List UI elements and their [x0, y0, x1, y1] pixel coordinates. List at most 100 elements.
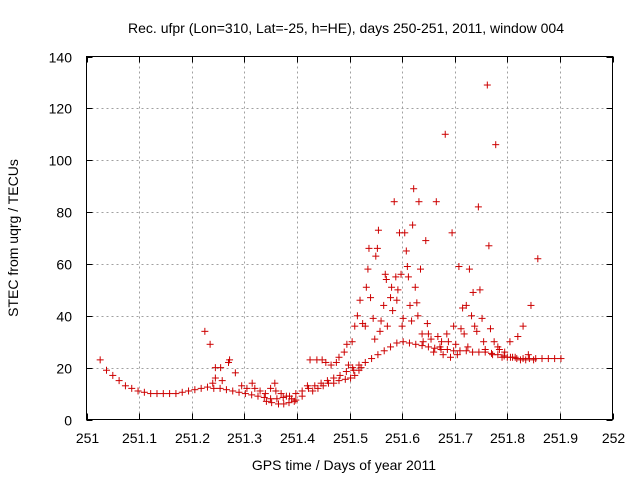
data-point — [318, 356, 326, 364]
data-point — [238, 382, 246, 390]
data-points — [96, 81, 565, 408]
data-point — [434, 333, 442, 341]
data-point — [486, 325, 494, 333]
data-point — [388, 283, 396, 291]
data-point — [410, 185, 418, 193]
data-point — [102, 366, 110, 374]
data-point — [422, 237, 430, 245]
data-point — [336, 371, 344, 379]
data-point — [153, 390, 161, 398]
data-point — [471, 322, 479, 330]
data-point — [452, 340, 460, 348]
data-point — [441, 130, 449, 138]
data-point — [551, 355, 559, 363]
y-tick-label: 20 — [56, 361, 72, 377]
x-tick-label: 251.8 — [490, 430, 525, 446]
data-point — [427, 335, 435, 343]
data-point — [473, 327, 481, 335]
data-point — [254, 392, 262, 400]
data-point — [166, 390, 174, 398]
data-point — [534, 255, 542, 263]
y-tick-label: 0 — [64, 413, 72, 429]
data-point — [273, 395, 281, 403]
data-point — [382, 275, 390, 283]
x-tick-label: 251.7 — [438, 430, 473, 446]
data-point — [235, 388, 243, 396]
data-point — [544, 355, 552, 363]
data-point — [298, 392, 306, 400]
data-point — [201, 327, 209, 335]
data-point — [412, 340, 420, 348]
data-point — [210, 384, 218, 392]
data-point — [538, 355, 546, 363]
data-point — [226, 356, 234, 364]
data-point — [465, 265, 473, 273]
x-tick-label: 251.2 — [175, 430, 210, 446]
data-point — [361, 358, 369, 366]
data-point — [424, 343, 432, 351]
data-point — [399, 314, 407, 322]
data-point — [267, 395, 275, 403]
data-point — [401, 229, 409, 237]
data-point — [380, 301, 388, 309]
data-point — [457, 325, 465, 333]
data-point — [353, 312, 361, 320]
data-point — [423, 320, 431, 328]
data-point — [406, 301, 414, 309]
data-point — [356, 296, 364, 304]
x-tick-label: 251.5 — [333, 430, 368, 446]
data-point — [480, 338, 488, 346]
data-point — [203, 383, 211, 391]
data-point — [399, 338, 407, 346]
data-point — [411, 283, 419, 291]
data-point — [478, 314, 486, 322]
data-point — [373, 244, 381, 252]
data-point — [343, 340, 351, 348]
data-point — [443, 345, 451, 353]
data-point — [191, 386, 199, 394]
plot-frame — [86, 56, 613, 420]
y-tick-label: 120 — [49, 101, 73, 117]
data-point — [397, 270, 405, 278]
data-point — [128, 384, 136, 392]
data-point — [393, 296, 401, 304]
data-point — [362, 283, 370, 291]
data-point — [371, 335, 379, 343]
data-point — [374, 351, 382, 359]
data-point — [469, 348, 477, 356]
data-point — [374, 226, 382, 234]
data-point — [121, 382, 129, 390]
data-point — [277, 390, 285, 398]
data-point — [256, 387, 264, 395]
data-point — [348, 338, 356, 346]
data-point — [513, 355, 521, 363]
data-point — [459, 304, 467, 312]
y-tick-label: 60 — [56, 257, 72, 273]
grid-layer — [86, 56, 613, 420]
data-point — [285, 399, 293, 407]
data-point — [369, 314, 377, 322]
data-point — [398, 322, 406, 330]
data-point — [322, 358, 330, 366]
data-point — [272, 387, 280, 395]
data-point — [377, 317, 385, 325]
data-point — [485, 242, 493, 250]
data-point — [290, 397, 298, 405]
data-point — [367, 294, 375, 302]
data-point — [178, 388, 186, 396]
data-point — [430, 348, 438, 356]
data-point — [495, 345, 503, 353]
data-point — [368, 355, 376, 363]
data-point — [229, 387, 237, 395]
data-point — [222, 386, 230, 394]
data-point — [292, 390, 300, 398]
data-point — [351, 371, 359, 379]
data-point — [418, 342, 426, 350]
data-point — [448, 229, 456, 237]
data-point — [357, 364, 365, 372]
data-point — [506, 338, 514, 346]
x-axis-title: GPS time / Days of year 2011 — [252, 457, 436, 473]
data-point — [197, 384, 205, 392]
data-point — [248, 391, 256, 399]
